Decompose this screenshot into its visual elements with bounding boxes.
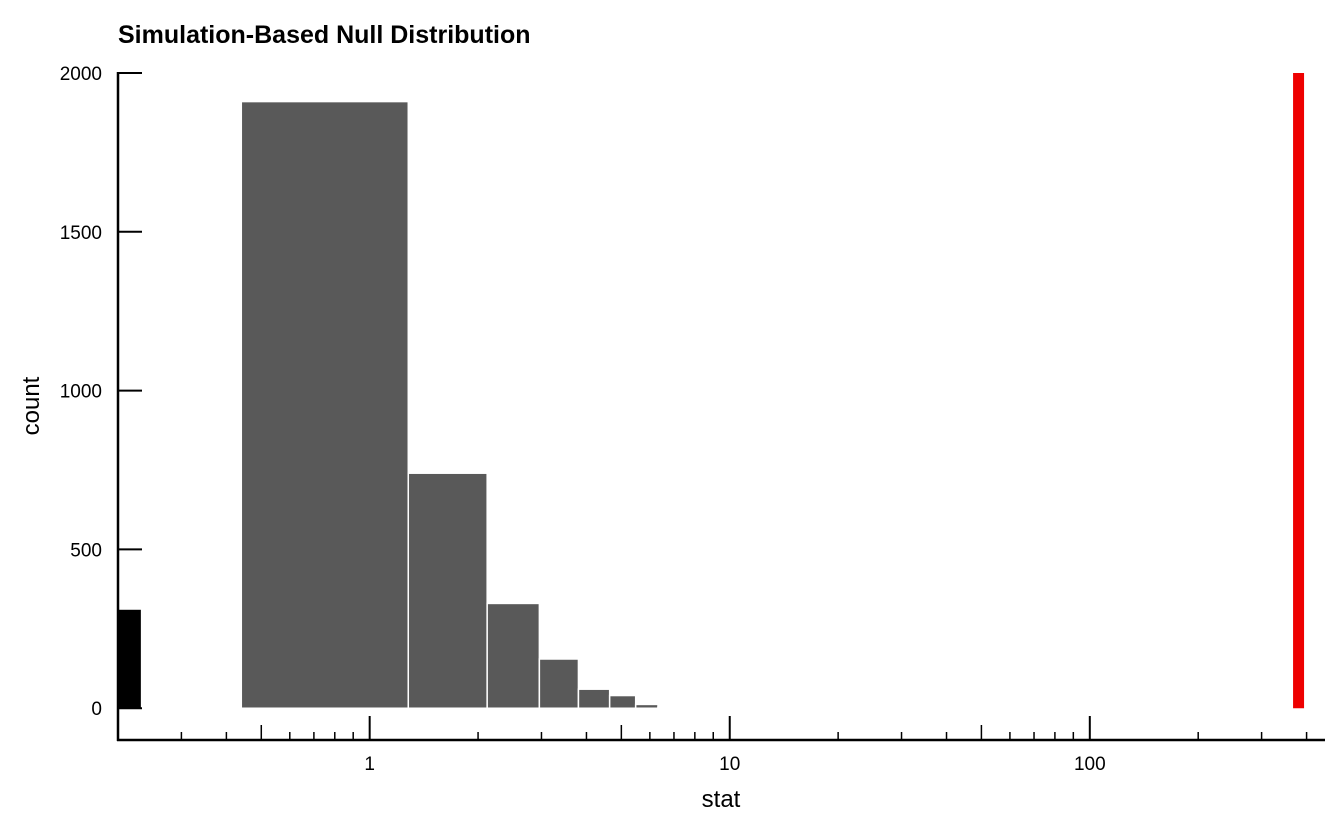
x-tick-label: 100 (1074, 754, 1106, 775)
histogram-bar (608, 694, 637, 709)
x-axis: 1 10 100 (117, 716, 1325, 775)
histogram-bar (486, 602, 541, 709)
x-tick-label: 10 (719, 754, 740, 775)
histogram-bar (634, 703, 659, 709)
y-axis: 0 500 1000 1500 2000 (60, 64, 142, 741)
histogram-bar (538, 658, 580, 709)
y-tick-label: 1000 (60, 382, 102, 403)
y-tick-label: 0 (91, 699, 102, 720)
x-axis-label: stat (702, 786, 741, 813)
y-tick-label: 2000 (60, 64, 102, 85)
chart-title: Simulation-Based Null Distribution (118, 21, 531, 49)
histogram-bar (577, 688, 611, 709)
y-axis-label: count (18, 376, 45, 435)
plot-area (118, 73, 1305, 709)
y-tick-label: 1500 (60, 223, 102, 244)
histogram-bar (240, 100, 410, 709)
histogram-bar (657, 706, 679, 709)
histogram-bar (407, 472, 488, 709)
y-tick-label: 500 (70, 540, 102, 561)
x-tick-label: 1 (364, 754, 375, 775)
boundary-bar (118, 609, 141, 709)
